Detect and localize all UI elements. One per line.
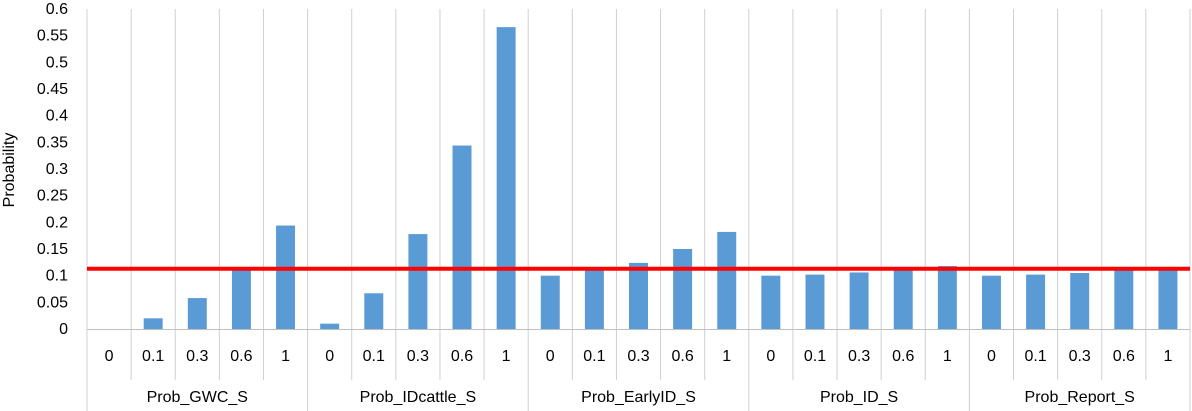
bar — [805, 274, 825, 329]
x-group-label: Prob_Report_S — [1025, 389, 1135, 406]
bar — [937, 266, 957, 329]
y-tick-label: 0.25 — [37, 188, 68, 205]
x-category-label: 0.1 — [583, 348, 605, 365]
x-category-label: 0.6 — [451, 348, 473, 365]
y-tick-label: 0.5 — [46, 54, 68, 71]
bar — [540, 275, 560, 329]
y-tick-label: 0.35 — [37, 134, 68, 151]
x-category-label: 0.6 — [230, 348, 252, 365]
y-tick-label: 0.15 — [37, 241, 68, 258]
y-tick-label: 0.4 — [46, 108, 68, 125]
bar — [584, 269, 604, 329]
x-category-label: 0 — [987, 348, 996, 365]
x-category-label: 0.3 — [407, 348, 429, 365]
bar — [408, 234, 428, 329]
bar — [761, 275, 781, 329]
bar — [981, 275, 1001, 329]
x-category-label: 0.3 — [186, 348, 208, 365]
y-tick-label: 0.3 — [46, 161, 68, 178]
x-category-label: 0.3 — [848, 348, 870, 365]
bar — [717, 231, 737, 329]
x-category-label: 1 — [943, 348, 952, 365]
x-group-label: Prob_EarlyID_S — [581, 389, 696, 406]
bar — [231, 269, 251, 329]
x-category-label: 0.6 — [1113, 348, 1135, 365]
y-tick-label: 0 — [59, 321, 68, 338]
bar — [276, 225, 296, 329]
x-category-label: 0 — [546, 348, 555, 365]
x-category-label: 0.6 — [892, 348, 914, 365]
bar — [673, 249, 693, 329]
x-category-label: 0.1 — [804, 348, 826, 365]
bar — [1070, 273, 1090, 329]
bar — [187, 298, 207, 329]
bar — [1114, 270, 1134, 329]
axis-layer: 0 0.05 0.1 0.15 0.2 0.25 0.3 0.35 0.4 0.45 0.5 0.55… — [37, 1, 1190, 406]
x-category-label: 1 — [1163, 348, 1172, 365]
bar — [849, 272, 869, 329]
x-category-label: 1 — [281, 348, 290, 365]
bar — [893, 269, 913, 329]
x-category-label: 0 — [105, 348, 114, 365]
bar — [496, 27, 516, 330]
x-category-label: 0.3 — [627, 348, 649, 365]
x-category-label: 1 — [502, 348, 511, 365]
y-tick-label: 0.6 — [46, 1, 68, 18]
x-category-label: 0 — [766, 348, 775, 365]
x-category-label: 0.1 — [363, 348, 385, 365]
y-tick-label: 0.1 — [46, 268, 68, 285]
bar — [364, 293, 384, 329]
grid-layer — [86, 9, 1191, 411]
x-group-label: Prob_ID_S — [820, 389, 898, 406]
bar — [629, 262, 648, 329]
x-category-label: 0.6 — [671, 348, 693, 365]
y-tick-label: 0.45 — [37, 81, 68, 98]
y-axis-title: Probability — [1, 133, 18, 208]
y-tick-label: 0.2 — [46, 214, 68, 231]
x-category-label: 1 — [722, 348, 731, 365]
bar — [143, 318, 163, 329]
x-category-label: 0.3 — [1069, 348, 1091, 365]
y-tick-label: 0.05 — [37, 294, 68, 311]
x-category-label: 0.1 — [1024, 348, 1046, 365]
bars-layer — [143, 27, 1178, 330]
bar — [452, 145, 472, 329]
bar — [320, 323, 340, 329]
x-category-label: 0.1 — [142, 348, 164, 365]
x-group-label: Prob_GWC_S — [147, 389, 248, 406]
x-group-label: Prob_IDcattle_S — [360, 389, 477, 406]
y-tick-label: 0.55 — [37, 28, 68, 45]
bar — [1158, 268, 1178, 329]
bar — [1026, 274, 1046, 329]
x-category-label: 0 — [325, 348, 334, 365]
